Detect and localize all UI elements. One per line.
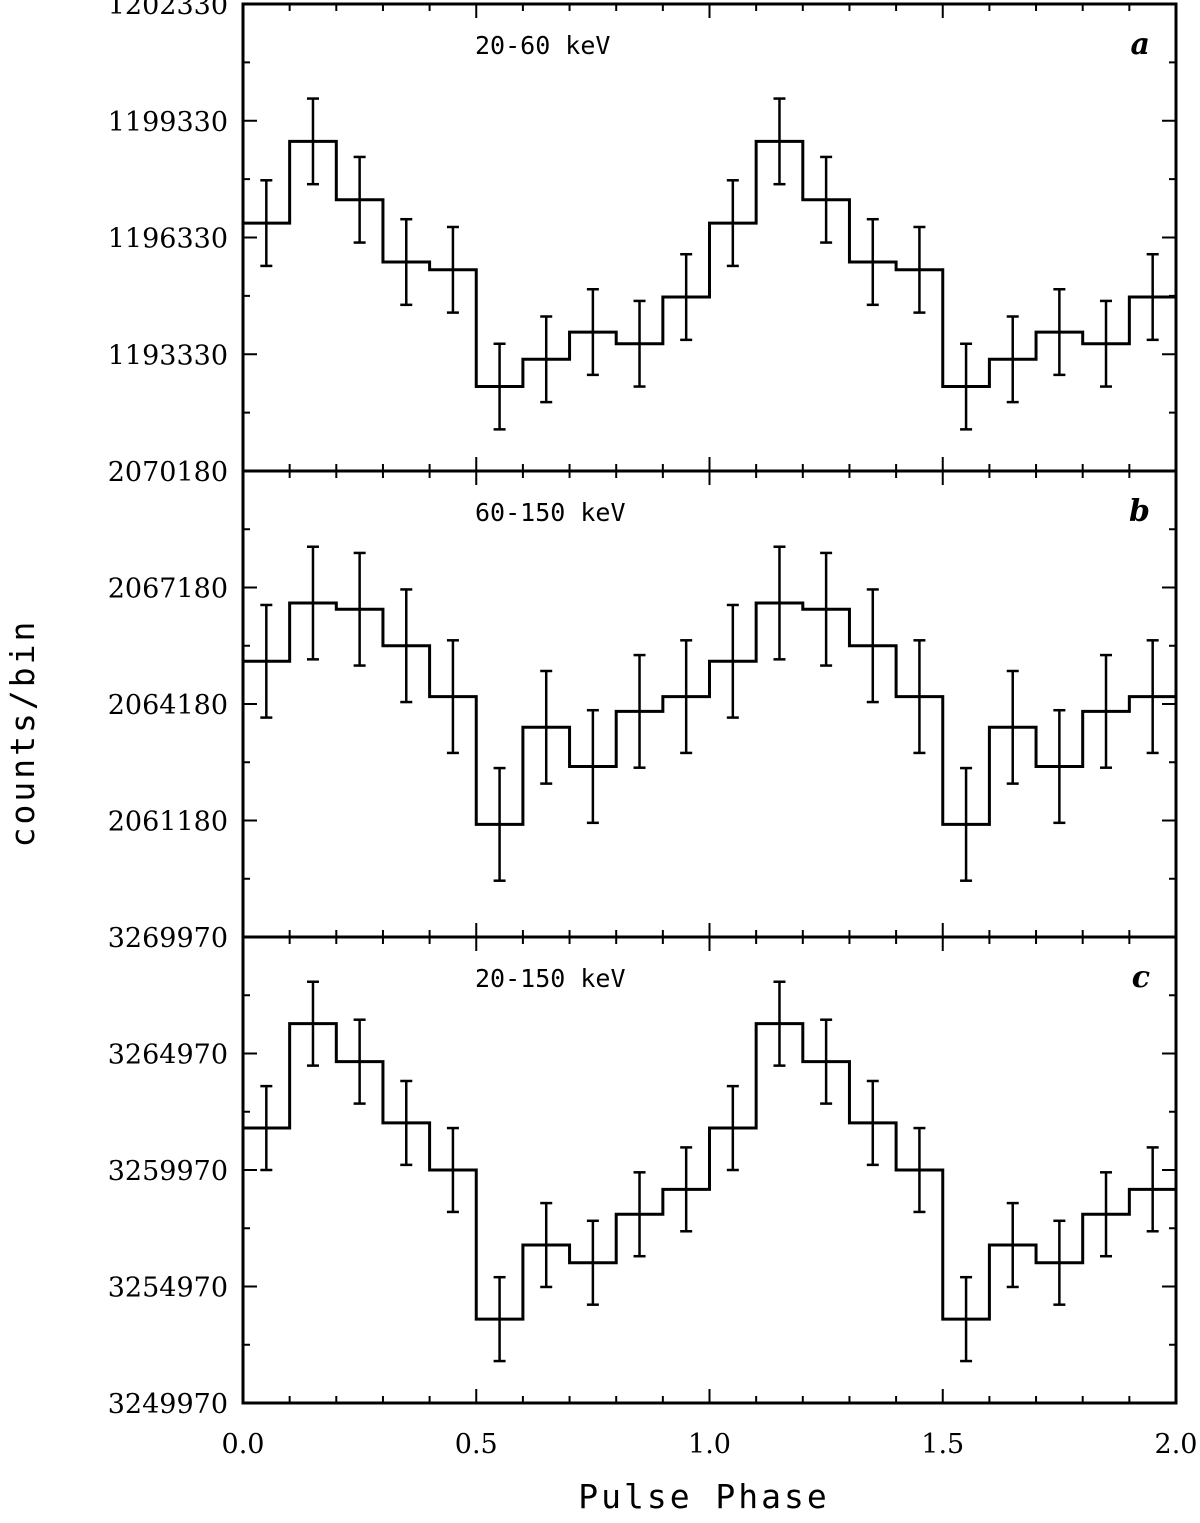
y-tick-label: 3269970 — [108, 923, 228, 954]
histogram-line — [243, 1022, 1176, 1321]
panel-letter: b — [1129, 494, 1150, 529]
y-tick-label: 3259970 — [108, 1156, 228, 1187]
panel-letter: a — [1131, 27, 1150, 62]
y-tick-label: 3264970 — [108, 1040, 228, 1071]
panel-a: 1202330 1199330 1196330 1193330 20-60 keV a — [108, 0, 1178, 473]
x-tick-label: 1.5 — [921, 1429, 964, 1460]
x-axis-title: Pulse Phase — [578, 1477, 830, 1516]
x-tick-label: 1.0 — [688, 1429, 731, 1460]
histogram-line — [243, 601, 1176, 826]
y-tick-label: 1202330 — [108, 0, 228, 21]
x-tick-label: 2.0 — [1155, 1429, 1198, 1460]
x-tick-label: 0.5 — [455, 1429, 498, 1460]
y-tick-label: 1193330 — [108, 340, 228, 371]
y-tick-label: 3254970 — [108, 1273, 228, 1304]
panel-band-label: 20-150 keV — [475, 964, 626, 993]
y-tick-label: 1196330 — [108, 224, 228, 255]
panel-band-label: 60-150 keV — [475, 498, 626, 527]
y-tick-label: 2070180 — [108, 457, 228, 488]
y-tick-label: 3249970 — [108, 1389, 228, 1420]
panel-letter: c — [1132, 960, 1150, 995]
y-tick-label: 1199330 — [108, 107, 228, 138]
panel-frame — [241, 469, 1178, 939]
histogram-line — [243, 139, 1176, 389]
panel-b: 2070180 2067180 2064180 2061180 60-150 keV b — [108, 457, 1178, 939]
panels-group: 1202330 1199330 1196330 1193330 20-60 keV a 20… — [108, 0, 1198, 1460]
y-tick-label: 2067180 — [108, 574, 228, 605]
y-tick-label: 2061180 — [108, 807, 228, 838]
y-axis-title: counts/bin — [3, 619, 42, 848]
x-tick-label: 0.0 — [222, 1429, 265, 1460]
y-tick-label: 2064180 — [108, 690, 228, 721]
panel-band-label: 20-60 keV — [475, 31, 610, 60]
panel-c: 3269970 3264970 3259970 3254970 3249970 20-15… — [108, 923, 1178, 1420]
